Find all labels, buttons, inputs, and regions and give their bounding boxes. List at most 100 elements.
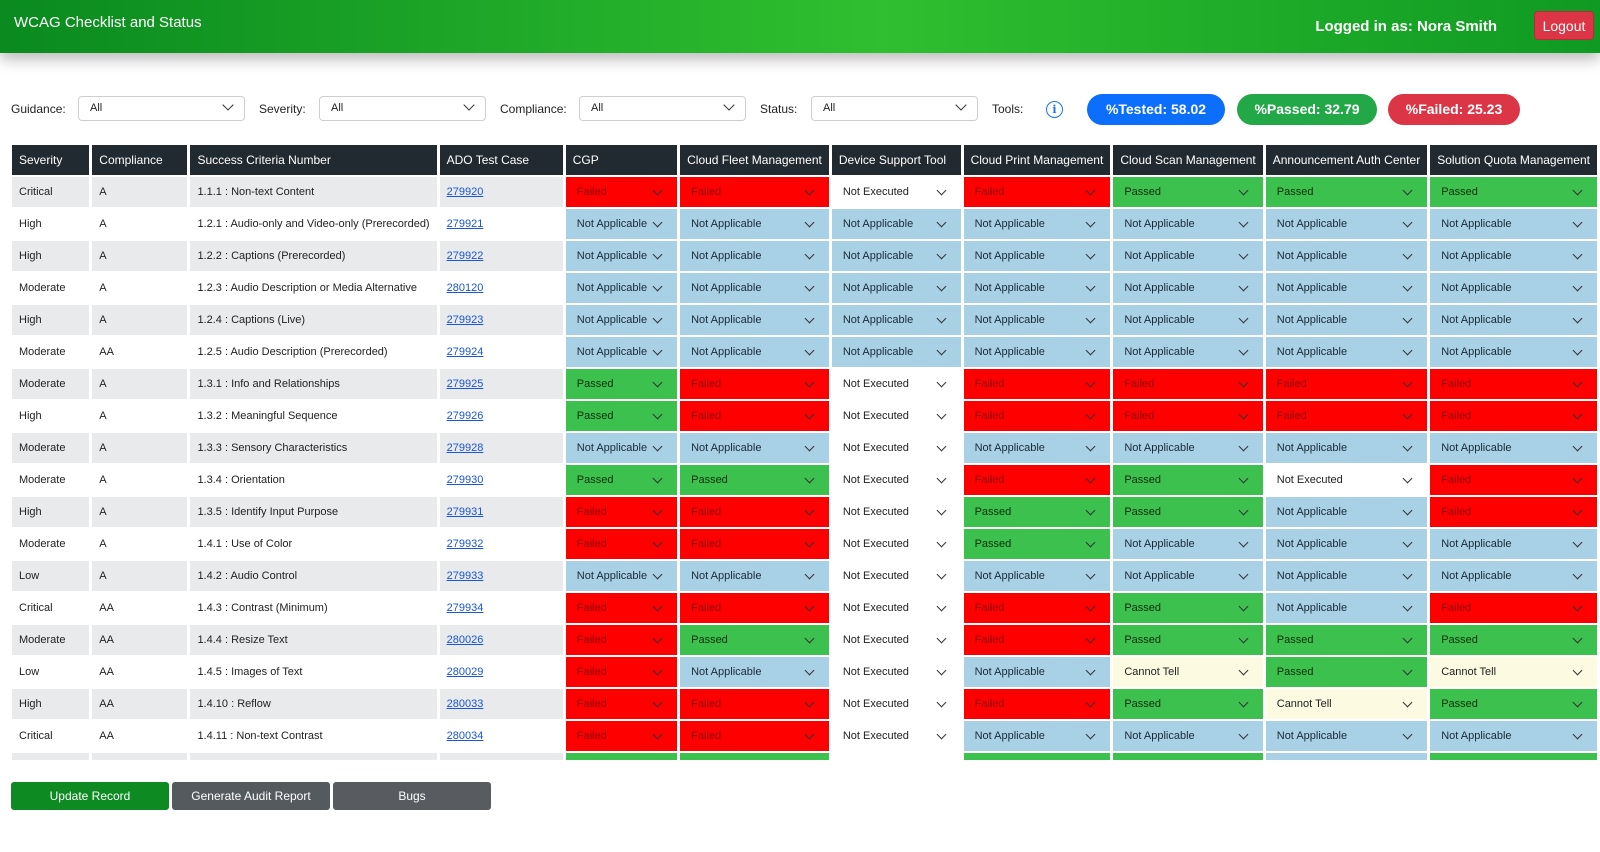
ado-test-case-link[interactable]: 279933 (446, 570, 484, 582)
status-select[interactable]: Failed (1430, 465, 1597, 495)
status-select[interactable]: Not Applicable (1265, 497, 1428, 527)
status-select[interactable]: Not Applicable (680, 273, 829, 303)
status-select[interactable]: Not Executed (831, 465, 961, 495)
status-select[interactable]: Failed (963, 369, 1111, 399)
status-select[interactable]: Not Applicable (680, 657, 829, 687)
status-select[interactable]: Passed (1265, 177, 1428, 207)
status-select[interactable]: Not Executed (831, 657, 961, 687)
status-select[interactable]: Passed (1113, 497, 1263, 527)
ado-test-case-link[interactable]: 279930 (446, 474, 484, 486)
ado-test-case-link[interactable]: 280033 (446, 698, 484, 710)
severity-filter-select[interactable]: All (319, 96, 486, 121)
status-select[interactable]: Failed (680, 177, 829, 207)
status-select[interactable]: Failed (1113, 369, 1263, 399)
status-select[interactable]: Not Applicable (1113, 241, 1263, 271)
status-select[interactable]: Not Executed (831, 561, 961, 591)
status-select[interactable]: Not Applicable (565, 433, 678, 463)
ado-test-case-link[interactable]: 280029 (446, 666, 484, 678)
status-select[interactable]: Failed (963, 689, 1111, 719)
status-select[interactable]: Not Applicable (565, 273, 678, 303)
status-select[interactable]: Not Applicable (831, 241, 961, 271)
bugs-button[interactable]: Bugs (333, 782, 491, 810)
status-select[interactable]: Passed (565, 369, 678, 399)
status-select[interactable]: Passed (680, 625, 829, 655)
ado-test-case-link[interactable]: 279926 (446, 410, 484, 422)
status-select[interactable]: Not Applicable (1265, 241, 1428, 271)
status-select[interactable]: Failed (680, 497, 829, 527)
status-select[interactable]: Not Applicable (1265, 337, 1428, 367)
status-select[interactable]: Not Applicable (565, 305, 678, 335)
status-select[interactable]: Failed (1265, 369, 1428, 399)
status-select[interactable]: Failed (565, 177, 678, 207)
ado-test-case-link[interactable]: 280034 (446, 730, 484, 742)
status-select[interactable]: Not Applicable (963, 209, 1111, 239)
status-select[interactable]: Not Applicable (565, 561, 678, 591)
status-select[interactable]: Not Executed (831, 177, 961, 207)
status-select[interactable]: Failed (565, 497, 678, 527)
status-select[interactable]: Not Applicable (963, 273, 1111, 303)
status-select[interactable]: Failed (565, 625, 678, 655)
ado-test-case-link[interactable]: 279923 (446, 314, 484, 326)
status-select[interactable]: Not Applicable (1113, 209, 1263, 239)
status-select[interactable]: Not Applicable (1430, 721, 1597, 751)
status-select[interactable]: Not Applicable (680, 433, 829, 463)
wcag-table-container[interactable]: Severity Compliance Success Criteria Numbe… (12, 145, 1600, 769)
status-select[interactable]: Failed (680, 401, 829, 431)
ado-test-case-link[interactable]: 279921 (446, 218, 484, 230)
status-select[interactable]: Passed (1113, 625, 1263, 655)
ado-test-case-link[interactable]: 279920 (446, 186, 484, 198)
status-select[interactable]: Not Applicable (1113, 529, 1263, 559)
status-select[interactable]: Failed (565, 689, 678, 719)
status-select[interactable]: Passed (1430, 689, 1597, 719)
status-select[interactable]: Passed (1113, 593, 1263, 623)
status-select[interactable]: Not Executed (831, 721, 961, 751)
status-select[interactable]: Not Applicable (1430, 241, 1597, 271)
status-select[interactable]: Passed (565, 401, 678, 431)
status-select[interactable]: Not Applicable (680, 561, 829, 591)
compliance-filter-select[interactable]: All (579, 96, 746, 121)
status-select[interactable]: Failed (963, 465, 1111, 495)
ado-test-case-link[interactable]: 279922 (446, 250, 484, 262)
update-record-button[interactable]: Update Record (11, 782, 169, 810)
status-select[interactable]: Failed (1265, 401, 1428, 431)
status-select[interactable]: Not Applicable (1265, 593, 1428, 623)
status-select[interactable]: Not Applicable (680, 241, 829, 271)
ado-test-case-link[interactable]: 279925 (446, 378, 484, 390)
status-select[interactable]: Not Executed (831, 433, 961, 463)
status-select[interactable]: Not Applicable (680, 209, 829, 239)
ado-test-case-link[interactable]: 279934 (446, 602, 484, 614)
status-select[interactable]: Not Executed (831, 529, 961, 559)
generate-audit-report-button[interactable]: Generate Audit Report (172, 782, 330, 810)
status-select[interactable]: Passed (680, 465, 829, 495)
status-select[interactable]: Not Applicable (963, 241, 1111, 271)
status-select[interactable]: Not Applicable (963, 337, 1111, 367)
status-select[interactable]: Failed (1430, 593, 1597, 623)
status-select[interactable]: Not Executed (831, 593, 961, 623)
status-select[interactable]: Cannot Tell (1430, 657, 1597, 687)
ado-test-case-link[interactable]: 279928 (446, 442, 484, 454)
status-select[interactable]: Not Applicable (1113, 337, 1263, 367)
status-select[interactable]: Failed (680, 721, 829, 751)
status-select[interactable]: Not Executed (831, 497, 961, 527)
status-select[interactable]: Not Applicable (680, 337, 829, 367)
status-select[interactable]: Not Applicable (1113, 561, 1263, 591)
status-select[interactable]: Failed (1430, 497, 1597, 527)
status-select[interactable]: Not Applicable (1430, 529, 1597, 559)
status-select[interactable]: Not Applicable (831, 305, 961, 335)
status-select[interactable]: Not Applicable (831, 273, 961, 303)
status-select[interactable]: Passed (1265, 657, 1428, 687)
status-select[interactable]: Failed (680, 369, 829, 399)
status-select[interactable]: Failed (963, 177, 1111, 207)
ado-test-case-link[interactable]: 279924 (446, 346, 484, 358)
ado-test-case-link[interactable]: 279932 (446, 538, 484, 550)
ado-test-case-link[interactable]: 279931 (446, 506, 484, 518)
guidance-filter-select[interactable]: All (78, 96, 245, 121)
status-select[interactable]: Not Applicable (963, 305, 1111, 335)
status-select[interactable]: Cannot Tell (1265, 689, 1428, 719)
status-select[interactable]: Passed (1113, 465, 1263, 495)
status-select[interactable]: Not Applicable (565, 209, 678, 239)
status-select[interactable]: Passed (1113, 177, 1263, 207)
status-select[interactable]: Failed (680, 689, 829, 719)
status-select[interactable]: Passed (565, 465, 678, 495)
status-select[interactable]: Not Applicable (1113, 305, 1263, 335)
